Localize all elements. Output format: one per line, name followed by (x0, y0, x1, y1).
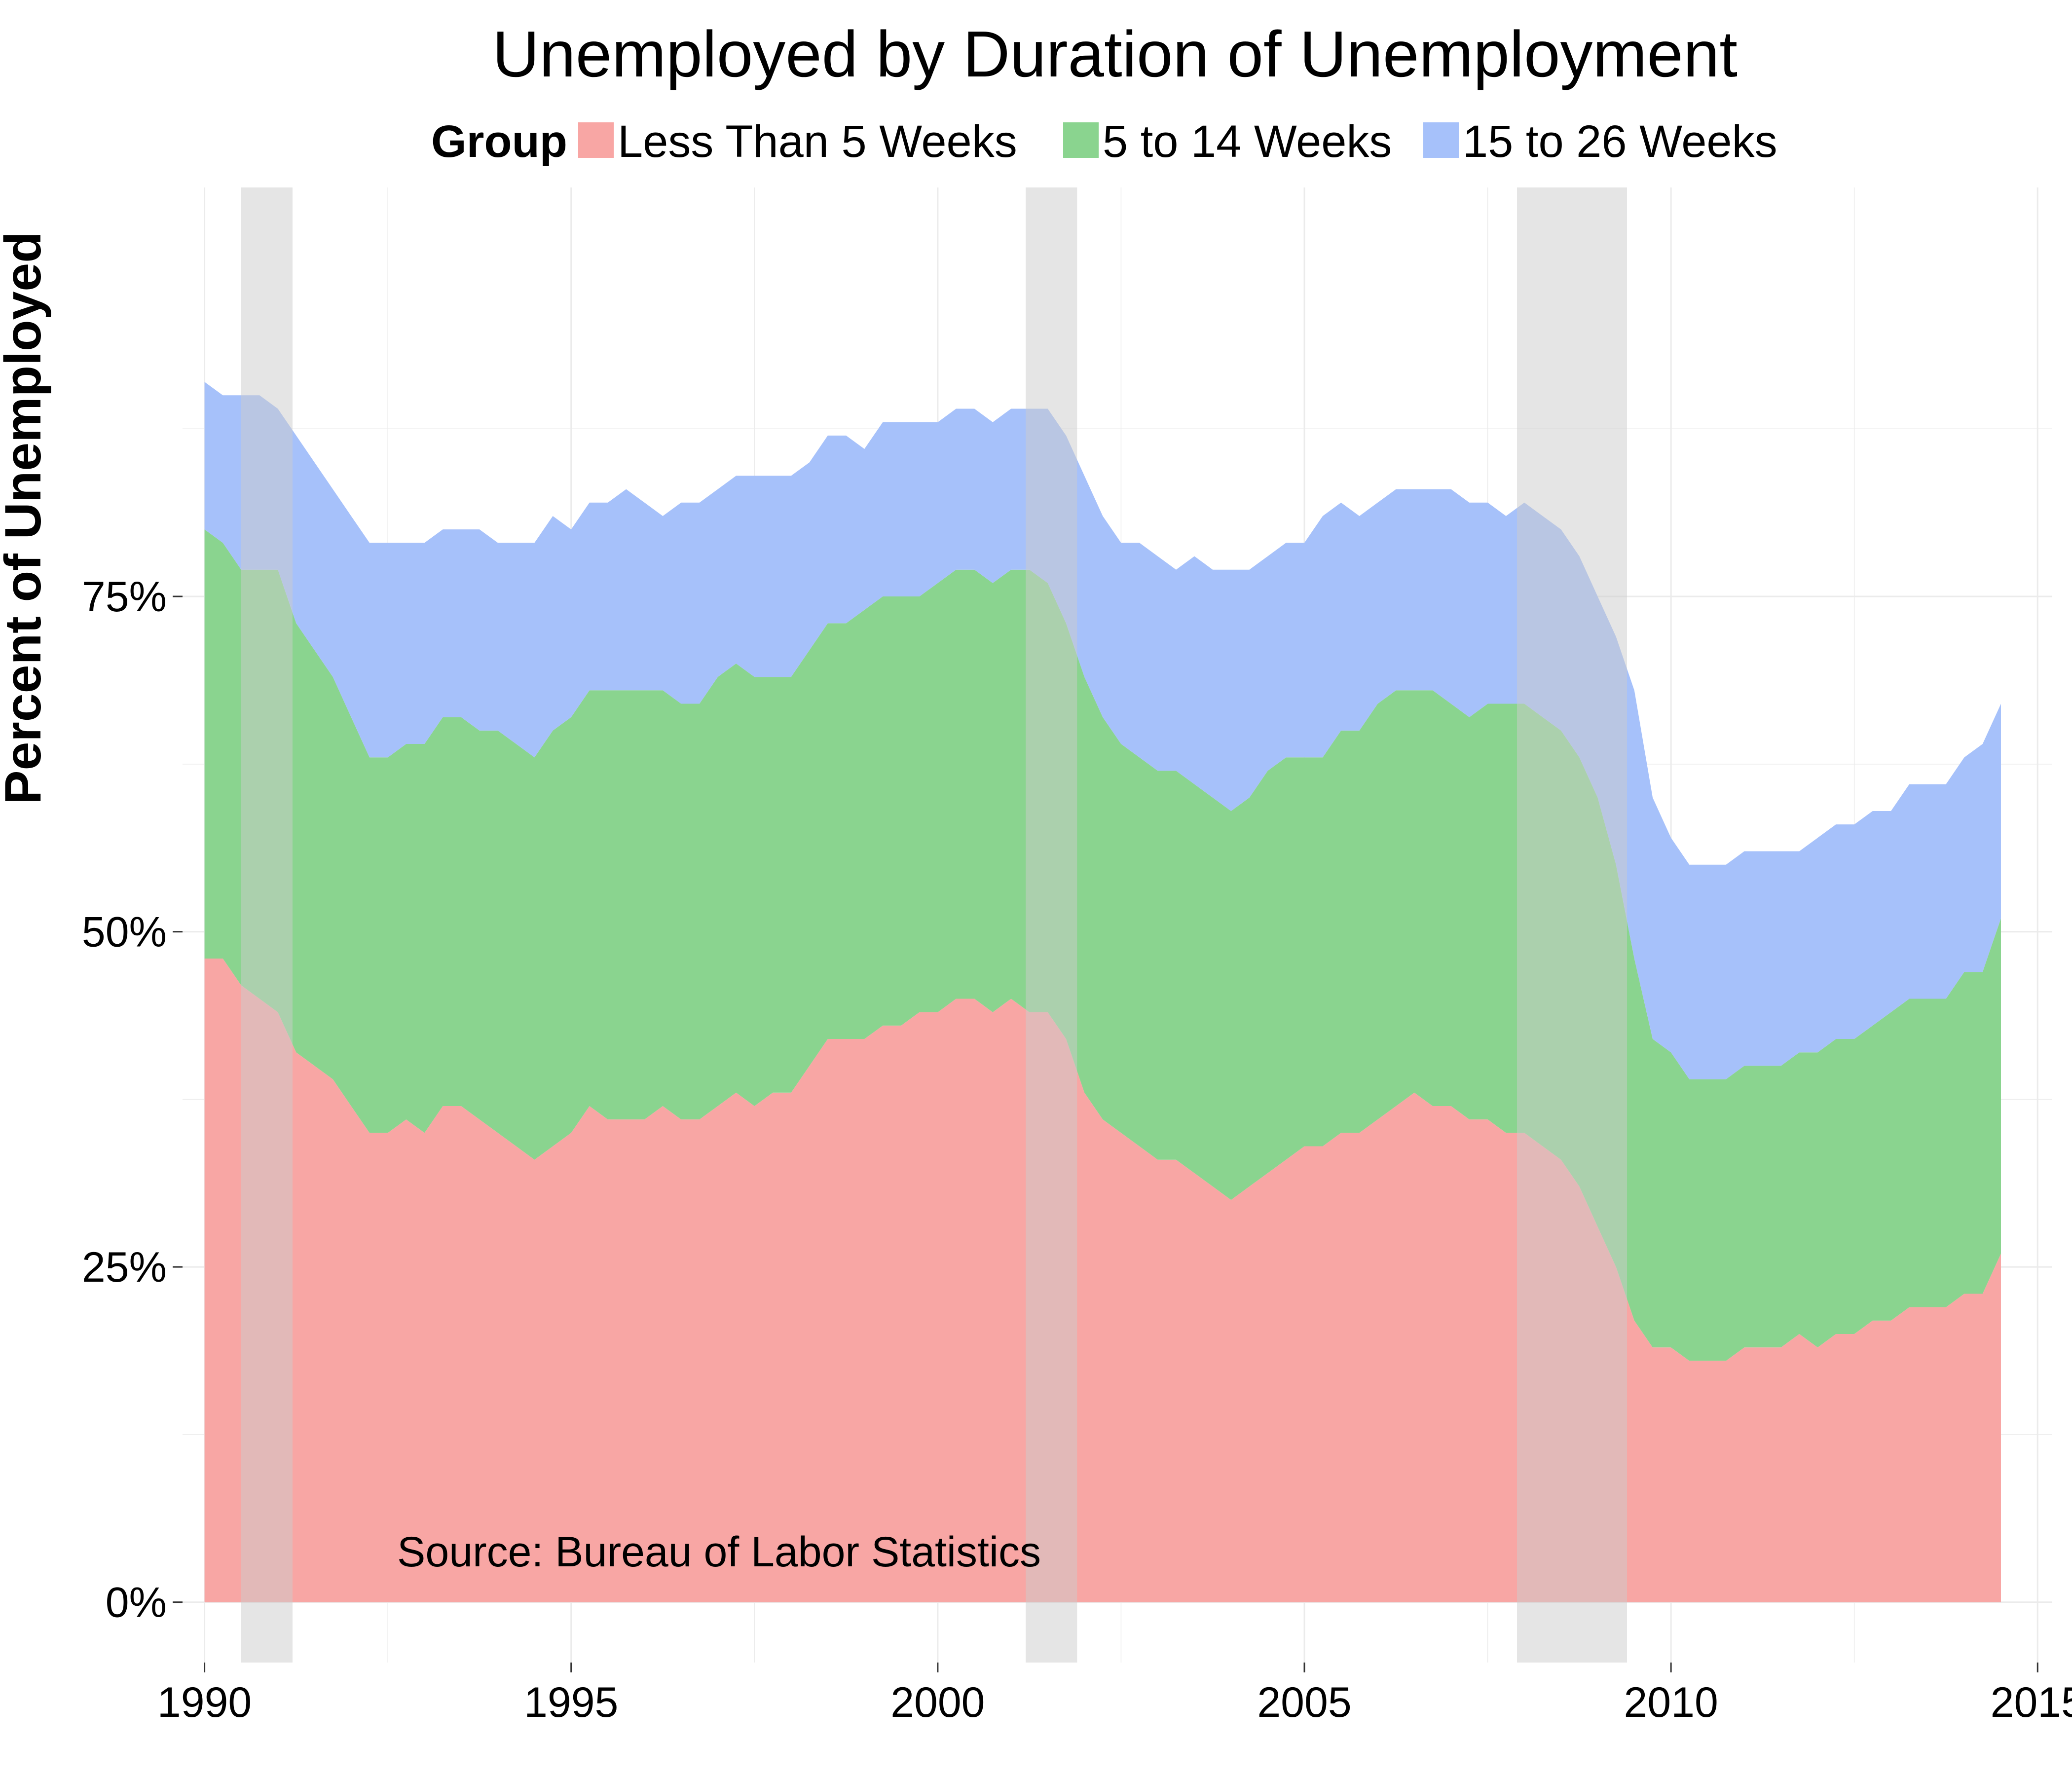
recession-shading (241, 187, 1627, 1663)
recession-band (1026, 187, 1077, 1663)
legend-swatch (1063, 122, 1099, 158)
x-tick-label: 2000 (890, 1679, 985, 1726)
legend-label: 5 to 14 Weeks (1103, 116, 1392, 167)
y-tick-label: 25% (82, 1244, 167, 1291)
legend-swatch (578, 122, 614, 158)
legend: Group Less Than 5 Weeks 5 to 14 Weeks 15 t… (431, 116, 1777, 167)
legend-title: Group (431, 116, 567, 167)
legend-label: Less Than 5 Weeks (618, 116, 1017, 167)
recession-band (1517, 187, 1627, 1663)
x-tick-label: 2015 (1991, 1679, 2072, 1726)
x-tick-label: 2005 (1257, 1679, 1351, 1726)
axes: 0% 25% 50% 75% 1990 1995 2000 2005 2010 2015 (82, 573, 2072, 1726)
y-tick-label: 50% (82, 909, 167, 956)
x-tick-label: 1995 (524, 1679, 618, 1726)
legend-swatch (1423, 122, 1459, 158)
legend-label: 15 to 26 Weeks (1463, 116, 1777, 167)
y-axis-label: Percent of Unemployed (0, 231, 52, 805)
source-annotation: Source: Bureau of Labor Statistics (397, 1528, 1041, 1576)
x-tick-label: 2010 (1624, 1679, 1718, 1726)
stacked-areas (204, 382, 2001, 1602)
recession-band (241, 187, 293, 1663)
chart-title: Unemployed by Duration of Unemployment (492, 18, 1738, 90)
y-tick-label: 75% (82, 573, 167, 621)
y-tick-label: 0% (106, 1579, 167, 1627)
x-tick-label: 1990 (157, 1679, 252, 1726)
